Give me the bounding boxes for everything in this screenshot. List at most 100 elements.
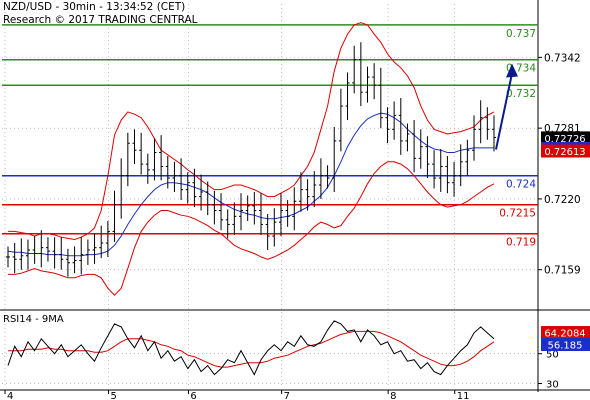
ohlc-bar <box>432 150 437 189</box>
ohlc-bar <box>492 115 496 152</box>
ohlc-bar <box>172 161 177 192</box>
ohlc-bar <box>298 172 303 212</box>
ohlc-bar <box>152 138 157 181</box>
ohlc-bar <box>285 200 290 227</box>
rsi-badge-label: 56.185 <box>548 341 583 352</box>
ohlc-bar <box>385 107 390 144</box>
ohlc-bar <box>119 158 124 219</box>
ohlc-bar <box>265 214 270 250</box>
ohlc-bar <box>245 195 250 221</box>
ohlc-bar <box>39 230 44 268</box>
ohlc-bar <box>472 115 477 161</box>
ohlc-bar <box>12 243 17 274</box>
projection-arrow-line <box>495 73 513 150</box>
x-tick-label: 5 <box>111 391 117 400</box>
ohlc-bar <box>199 174 204 211</box>
level-label-0.719: 0.719 <box>506 237 536 249</box>
bollinger-lower-line <box>8 161 495 296</box>
price-badge-label: 0.72726 <box>544 134 585 145</box>
ohlc-bar <box>452 161 457 197</box>
ohlc-bar <box>192 168 197 208</box>
level-label-0.737: 0.737 <box>506 28 536 40</box>
ohlc-bar <box>85 239 90 266</box>
ohlc-bar <box>345 72 350 121</box>
ohlc-bar <box>412 120 417 173</box>
ohlc-bar <box>239 193 244 231</box>
ohlc-bar <box>19 238 24 270</box>
ohlc-bar <box>392 101 397 140</box>
rsi-ma-line <box>8 330 495 368</box>
ohlc-bar <box>425 136 430 179</box>
chart-subtitle: Research © 2017 TRADING CENTRAL <box>3 14 198 26</box>
bollinger-upper-line <box>8 22 495 241</box>
rsi-tick-label: 30 <box>546 380 559 391</box>
ohlc-bar <box>398 97 403 155</box>
ohlc-bar <box>99 225 104 259</box>
ohlc-bar <box>45 237 50 262</box>
ohlc-bar <box>352 45 357 94</box>
ohlc-bar <box>212 190 217 225</box>
rsi-badge: 56.185 <box>541 338 590 352</box>
ohlc-bar <box>358 42 363 107</box>
ohlc-bar <box>318 158 323 199</box>
ohlc-bar <box>139 132 144 175</box>
ohlc-bar <box>25 239 30 270</box>
ohlc-bar <box>225 209 230 239</box>
ohlc-bar <box>292 187 297 231</box>
x-tick-label: 6 <box>190 391 196 400</box>
rsi-badge-box <box>541 338 590 352</box>
ohlc-bar <box>65 248 70 277</box>
ohlc-bar <box>232 202 237 235</box>
ohlc-bar <box>252 191 257 225</box>
ohlc-bar <box>59 237 64 270</box>
level-label-0.732: 0.732 <box>506 88 536 100</box>
ohlc-bar <box>365 66 370 103</box>
rsi-title: RSI14 - 9MA <box>3 314 64 325</box>
ohlc-bar <box>418 129 423 169</box>
ohlc-bar <box>372 63 377 100</box>
ohlc-bar <box>52 237 57 269</box>
x-tick-label: 7 <box>284 391 290 400</box>
ohlc-bar <box>312 171 317 208</box>
rsi-badge-label: 64.2084 <box>544 329 585 340</box>
ohlc-bar <box>219 193 224 231</box>
price-badge-box <box>541 144 590 158</box>
ohlc-bar <box>79 237 84 275</box>
ohlc-bar <box>278 193 283 237</box>
level-label-0.7215: 0.7215 <box>499 208 536 220</box>
ohlc-bar <box>438 149 443 192</box>
x-tick-label: 4 <box>7 391 13 400</box>
x-tick-label: 11 <box>457 391 470 400</box>
y-tick-label: 0.7342 <box>544 52 581 64</box>
ohlc-bar <box>465 139 470 176</box>
ohlc-bar <box>92 233 97 264</box>
ohlc-bar <box>378 67 383 129</box>
price-badge: 0.72726 <box>541 131 590 145</box>
ohlc-bar <box>112 190 117 242</box>
price-badge: 0.72613 <box>541 144 590 158</box>
ohlc-bar <box>125 132 130 187</box>
y-tick-label: 0.7159 <box>544 265 581 277</box>
ohlc-bar <box>258 193 263 235</box>
rsi-badge-box <box>541 326 590 340</box>
price-badge-label: 0.72613 <box>544 147 585 158</box>
ohlc-bar <box>32 236 37 264</box>
ohlc-bar <box>305 179 310 211</box>
level-label-0.724: 0.724 <box>506 179 536 191</box>
ohlc-bar <box>185 172 190 204</box>
y-tick-label: 0.7220 <box>544 194 581 206</box>
ohlc-bar <box>105 220 110 257</box>
ohlc-bar <box>145 153 150 184</box>
ohlc-bar <box>179 158 184 201</box>
ohlc-bar <box>6 246 10 268</box>
ohlc-bar <box>405 123 410 152</box>
ohlc-bar <box>445 156 450 194</box>
ohlc-bar <box>72 246 77 274</box>
rsi-tick-label: 50 <box>546 350 559 361</box>
ohlc-bar <box>165 156 170 189</box>
ohlc-bar <box>458 144 463 187</box>
x-tick-label: 8 <box>390 391 396 400</box>
ohlc-bar <box>478 100 483 144</box>
